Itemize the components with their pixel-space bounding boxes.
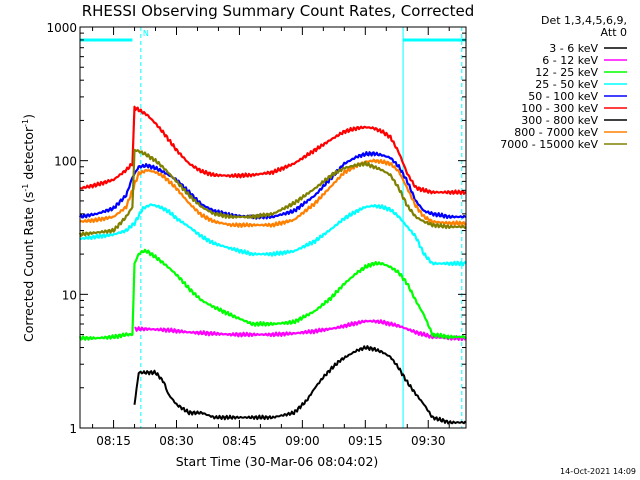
- series-line-8: [78, 148, 467, 237]
- legend-label-3: 25 - 50 keV: [535, 78, 598, 91]
- x-axis-label: Start Time (30-Mar-06 08:04:02): [176, 454, 379, 469]
- legend-label-0: 3 - 6 keV: [549, 42, 598, 55]
- y-axis-label-sup2: -1: [21, 119, 30, 127]
- series-line-5: [79, 105, 467, 196]
- legend-label-6: 300 - 800 keV: [521, 114, 598, 127]
- y-tick-label-1: 10: [62, 288, 77, 302]
- legend-label-4: 50 - 100 keV: [528, 90, 598, 103]
- chart-title: RHESSI Observing Summary Count Rates, Co…: [82, 2, 475, 20]
- y-axis-label-sup1: -1: [21, 184, 30, 192]
- attenuator-flags: N: [80, 29, 466, 42]
- series-line-7: [79, 158, 467, 228]
- series-line-3: [79, 203, 467, 267]
- y-axis-label-part3: ): [21, 114, 36, 119]
- y-tick-label-0: 1: [69, 422, 77, 436]
- legend-label-5: 100 - 300 keV: [521, 102, 598, 115]
- series-line-2: [78, 248, 467, 341]
- series-line-4: [78, 151, 467, 220]
- x-tick-label-4: 09:15: [348, 434, 383, 448]
- x-tick-label-3: 09:00: [285, 434, 320, 448]
- legend-label-7: 800 - 7000 keV: [514, 126, 598, 139]
- x-tick-label-2: 08:45: [222, 434, 257, 448]
- x-axis-ticks: 08:15 08:30 08:45 09:00 09:15 09:30: [92, 27, 450, 448]
- y-axis-ticks: 1 10 100 1000: [46, 21, 466, 436]
- x-tick-label-5: 09:30: [411, 434, 446, 448]
- x-tick-label-0: 08:15: [96, 434, 131, 448]
- legend-label-8: 7000 - 15000 keV: [500, 138, 598, 151]
- series-group: [78, 105, 467, 425]
- legend-title-line1: Det 1,3,4,5,6,9,: [541, 14, 627, 27]
- y-tick-label-2: 100: [54, 155, 77, 169]
- attenuator-flag-label: N: [143, 29, 149, 38]
- series-line-0: [133, 345, 467, 425]
- y-axis-label: Corrected Count Rate (s-1 detector-1): [21, 114, 36, 342]
- legend-label-2: 12 - 25 keV: [535, 66, 598, 79]
- timestamp: 14-Oct-2021 14:09: [560, 467, 636, 476]
- y-tick-label-3: 1000: [46, 21, 77, 35]
- x-tick-label-1: 08:30: [159, 434, 194, 448]
- y-axis-label-part2: detector: [21, 126, 36, 184]
- plot-frame: [79, 26, 467, 429]
- y-axis-label-part1: Corrected Count Rate (s: [21, 192, 36, 342]
- legend-title-line2: Att 0: [601, 26, 627, 39]
- legend-label-1: 6 - 12 keV: [542, 54, 598, 67]
- series-line-1: [134, 319, 467, 342]
